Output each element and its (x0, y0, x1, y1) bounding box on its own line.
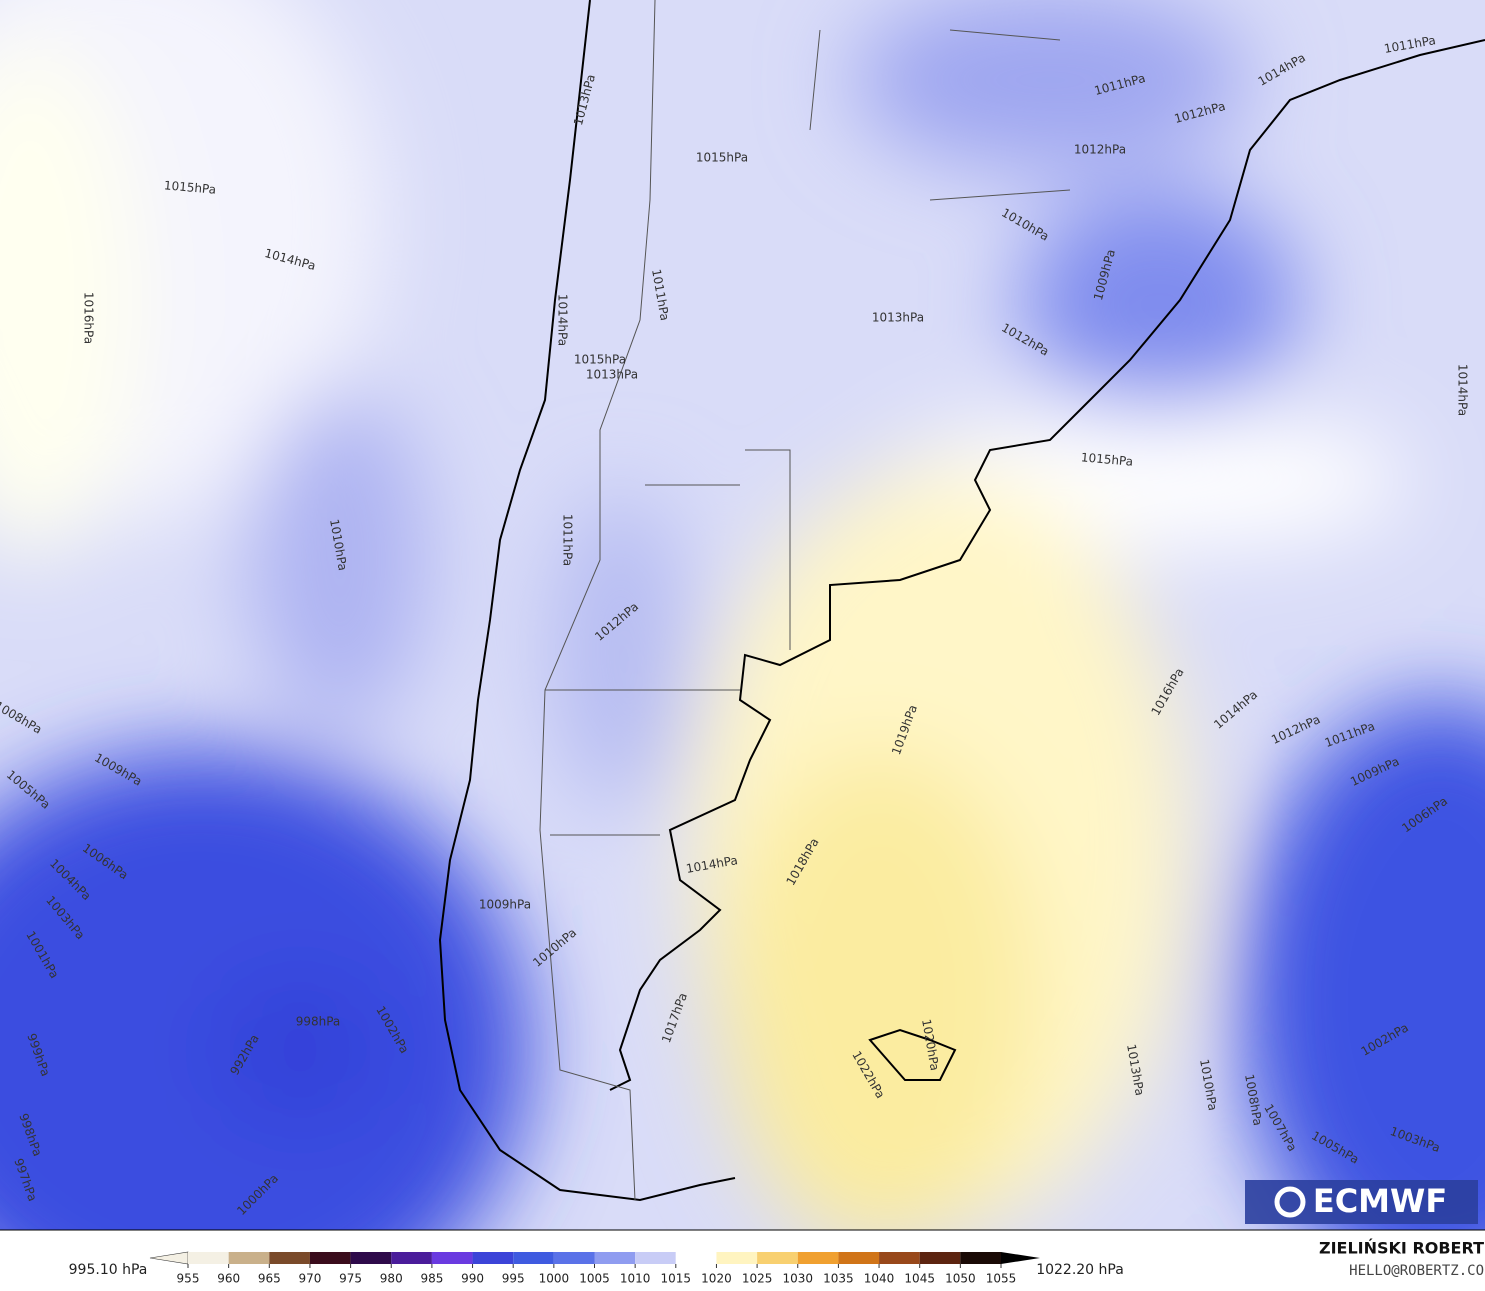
colorbar-tick-label: 1040 (864, 1272, 895, 1286)
borders (539, 0, 1071, 1201)
colorbar-segment (269, 1252, 310, 1264)
colorbar-segment (513, 1252, 554, 1264)
colorbar-segment (472, 1252, 514, 1264)
colorbar-segment (391, 1252, 432, 1264)
colorbar-tick-label: 980 (380, 1272, 403, 1286)
colorbar: 995.10 hPa 1022.20 hPa 955 960 965 970 975 98… (69, 1251, 1124, 1286)
colorbar-segment (228, 1252, 270, 1264)
logo-icon (1274, 1186, 1306, 1218)
colorbar-segment (797, 1252, 839, 1264)
contour-label: 1015hPa (163, 178, 216, 196)
credit-name: ZIELIŃSKI ROBERT (1319, 1239, 1484, 1258)
colorbar-extend-low (149, 1251, 189, 1265)
colorbar-segment (553, 1252, 595, 1264)
contour-label: 998hPa (296, 1015, 341, 1029)
contour-label: 1015hPa (574, 353, 626, 367)
colorbar-segment (188, 1252, 229, 1264)
contour-label: 1014hPa (556, 294, 570, 346)
min-label: 995.10 hPa (69, 1262, 148, 1278)
colorbar-segment (879, 1252, 920, 1264)
colorbar-tick-label: 1045 (904, 1272, 935, 1286)
colorbar-tick-label: 965 (258, 1272, 281, 1286)
credit-email: HELLO@ROBERTZ.CO (1349, 1263, 1484, 1279)
colorbar-tick-label: 1055 (986, 1272, 1017, 1286)
colorbar-segment (431, 1252, 473, 1264)
colorbar-tick-label: 1025 (742, 1272, 773, 1286)
colorbar-tick-label: 1035 (823, 1272, 854, 1286)
colorbar-segment (675, 1252, 717, 1264)
contour-label: 1013hPa (586, 368, 638, 382)
colorbar-segment (309, 1252, 351, 1264)
colorbar-tick-label: 1000 (539, 1272, 570, 1286)
colorbar-tick-label: 1005 (579, 1272, 610, 1286)
contour-label: 1014hPa (1456, 364, 1470, 416)
contour-label: 1011hPa (561, 514, 575, 566)
max-label: 1022.20 hPa (1036, 1262, 1124, 1278)
contour-label: 1012hPa (1074, 143, 1126, 157)
logo-box (1245, 1180, 1478, 1224)
contour-label: 1015hPa (696, 151, 748, 165)
colorbar-tick-label: 990 (461, 1272, 484, 1286)
contour-label: 1009hPa (479, 898, 531, 912)
colorbar-segment (919, 1252, 961, 1264)
colorbar-segment (635, 1252, 676, 1264)
contour-label: 1016hPa (82, 292, 96, 344)
colorbar-tick-label: 960 (217, 1272, 240, 1286)
contour-label: 1015hPa (1080, 450, 1133, 468)
colorbar-tick-label: 995 (502, 1272, 525, 1286)
coastline (438, 0, 1485, 1202)
colorbar-tick-label: 970 (298, 1272, 321, 1286)
colorbar-segment (960, 1252, 1001, 1264)
colorbar-segment (594, 1252, 636, 1264)
contour-label: 1013hPa (872, 311, 924, 325)
colorbar-tick-label: 1015 (661, 1272, 692, 1286)
colorbar-tick-label: 1050 (945, 1272, 976, 1286)
colorbar-tick-label: 1010 (620, 1272, 651, 1286)
colorbar-tick-label: 1020 (701, 1272, 732, 1286)
colorbar-tick-label: 1030 (782, 1272, 813, 1286)
colorbar-segment (350, 1252, 392, 1264)
colorbar-segment (716, 1252, 758, 1264)
colorbar-extend-high (1001, 1252, 1040, 1264)
colorbar-tick-label: 975 (339, 1272, 362, 1286)
colorbar-tick-label: 955 (177, 1272, 200, 1286)
colorbar-tick-label: 985 (420, 1272, 443, 1286)
colorbar-segment (838, 1252, 880, 1264)
colorbar-segment (757, 1252, 798, 1264)
logo-text: ECMWF (1313, 1182, 1447, 1220)
